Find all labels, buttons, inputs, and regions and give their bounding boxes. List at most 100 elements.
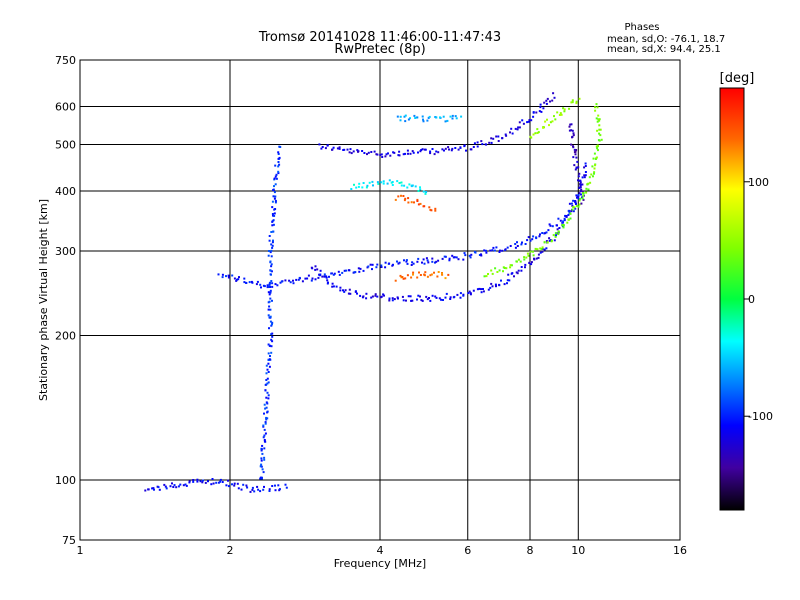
data-point: [269, 269, 272, 272]
colorbar-ticks: 100 0 -100: [744, 176, 773, 423]
data-point: [469, 292, 472, 295]
data-point: [535, 111, 538, 114]
data-point: [272, 188, 275, 191]
data-point: [509, 245, 512, 247]
data-point: [583, 174, 586, 177]
y-tick-label: 400: [55, 185, 76, 198]
y-tick-label: 300: [55, 245, 76, 258]
data-point: [593, 167, 596, 170]
data-point: [311, 277, 314, 280]
data-point: [520, 266, 523, 268]
data-point: [262, 488, 265, 491]
data-point: [407, 201, 410, 204]
data-point: [188, 481, 191, 484]
data-point: [469, 293, 472, 296]
data-point: [481, 143, 484, 146]
data-point: [413, 114, 416, 117]
data-point: [268, 490, 271, 492]
data-point: [420, 149, 423, 151]
data-point: [407, 197, 410, 200]
data-point: [597, 149, 599, 152]
data-point: [447, 273, 450, 276]
data-point: [400, 184, 403, 187]
data-point: [278, 156, 281, 159]
data-point: [543, 241, 546, 244]
data-point: [539, 247, 542, 250]
data-point: [434, 207, 437, 210]
data-point: [575, 102, 578, 105]
data-point: [437, 271, 440, 273]
data-point: [459, 296, 462, 299]
data-point: [365, 297, 368, 300]
data-point: [273, 177, 276, 180]
data-point: [301, 280, 304, 283]
data-point: [598, 124, 601, 127]
data-point: [581, 197, 584, 200]
data-point: [212, 482, 215, 485]
data-point: [596, 147, 599, 150]
data-point: [221, 481, 224, 483]
data-point: [593, 171, 596, 174]
data-point: [583, 176, 586, 179]
data-point: [524, 243, 527, 245]
data-point: [530, 263, 533, 266]
data-point: [271, 285, 274, 288]
data-point: [532, 235, 535, 238]
data-point: [491, 249, 494, 252]
data-point: [498, 251, 501, 253]
data-point: [421, 148, 424, 151]
data-point: [196, 478, 199, 481]
data-point: [552, 92, 555, 95]
data-point: [192, 479, 195, 481]
data-point: [245, 484, 248, 487]
data-point: [431, 257, 434, 260]
data-point: [571, 101, 574, 104]
data-point: [594, 109, 597, 112]
data-point: [270, 338, 273, 341]
data-point: [371, 263, 374, 266]
data-point: [437, 151, 440, 154]
data-point: [248, 281, 251, 284]
data-point: [277, 484, 280, 487]
data-point: [262, 424, 265, 427]
data-point: [517, 269, 520, 272]
data-point: [593, 152, 596, 155]
data-point: [412, 273, 414, 276]
data-point: [573, 206, 576, 209]
data-point: [382, 293, 385, 296]
data-point: [444, 277, 447, 280]
data-point: [177, 485, 180, 488]
data-point: [221, 276, 224, 279]
data-point: [563, 217, 566, 220]
data-point: [569, 123, 572, 126]
data-point: [250, 280, 253, 283]
data-point: [516, 245, 519, 247]
data-point: [564, 214, 567, 217]
data-point: [151, 487, 154, 490]
data-point: [263, 456, 266, 459]
data-point: [345, 269, 348, 272]
data-point: [577, 197, 580, 200]
data-point: [447, 146, 450, 149]
data-point: [412, 262, 415, 265]
x-axis-ticks: 1 2 4 6 8 10 16: [77, 544, 688, 557]
data-point: [350, 188, 353, 190]
data-point: [289, 281, 292, 284]
data-point: [537, 253, 540, 256]
data-point: [231, 274, 234, 277]
data-point: [531, 238, 534, 241]
data-point: [510, 127, 513, 130]
data-point: [165, 487, 168, 490]
data-point: [272, 239, 274, 242]
data-point: [292, 279, 294, 282]
data-point: [275, 173, 278, 176]
data-point: [263, 485, 265, 488]
data-point: [579, 190, 582, 192]
data-point: [277, 165, 280, 168]
data-point: [266, 382, 269, 385]
data-point: [270, 345, 273, 348]
data-point: [269, 260, 272, 263]
data-point: [260, 286, 262, 289]
data-point: [423, 205, 426, 208]
data-point: [267, 352, 270, 355]
